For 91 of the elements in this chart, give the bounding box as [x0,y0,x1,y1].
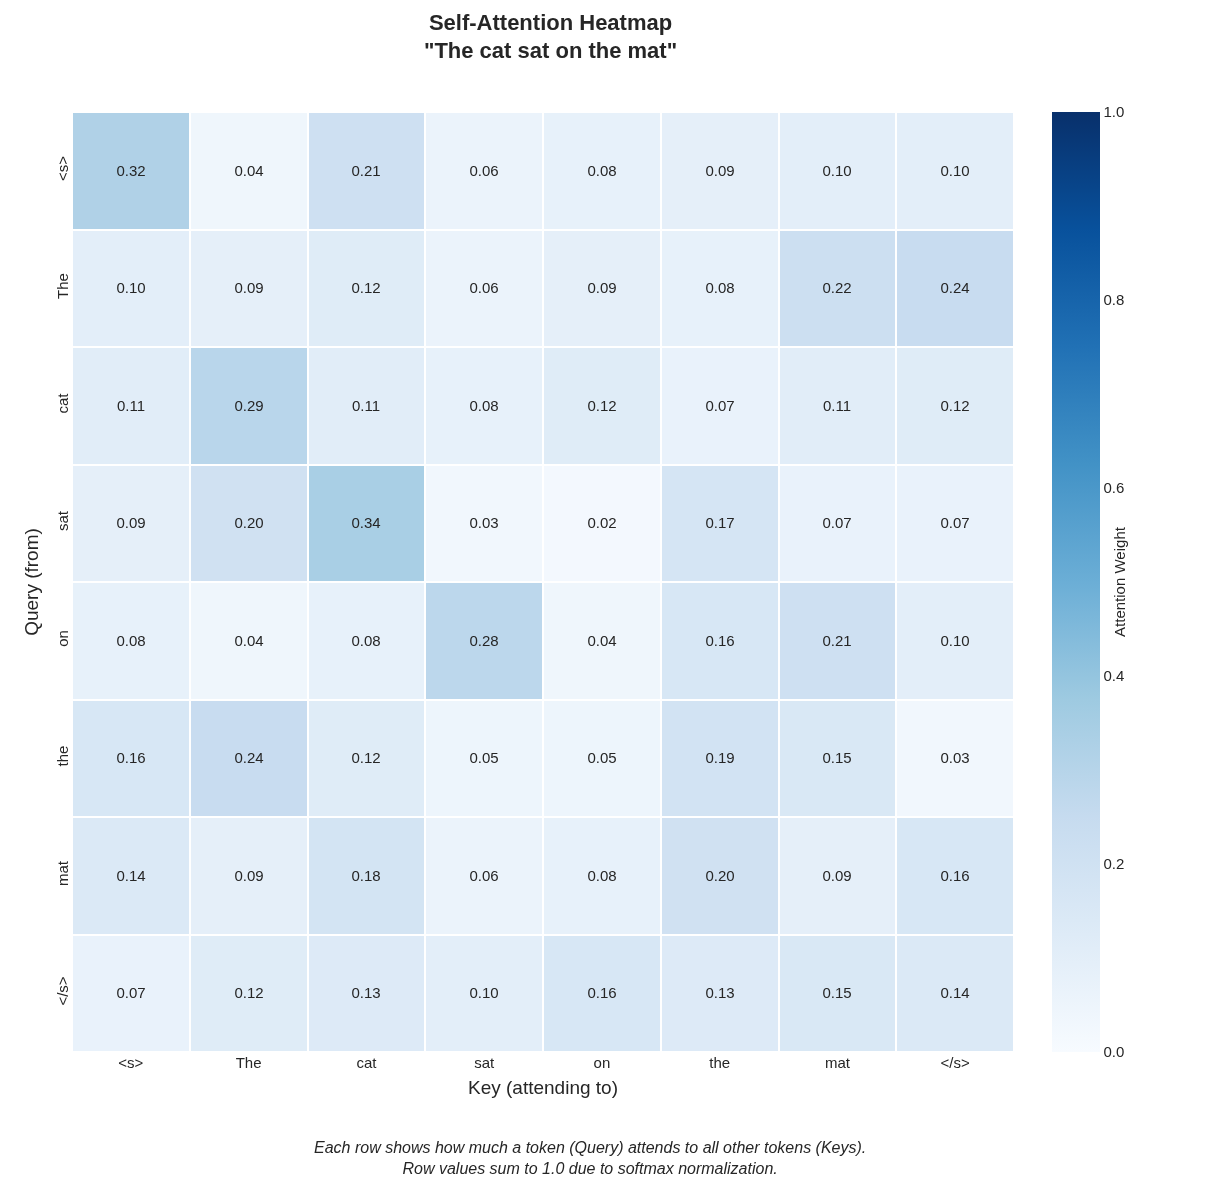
data-label: 0.12 [234,984,264,1002]
data-label: 0.10 [469,984,499,1002]
data-label: 0.11 [822,397,852,415]
x-tick-label: cat [356,1054,378,1071]
color-bar-label: 0.2 [1103,855,1125,873]
data-label: 0.07 [822,514,852,532]
data-label: 0.10 [940,162,970,180]
data-label: 0.14 [116,867,146,885]
data-label: 0.10 [940,632,970,650]
data-label: 0.16 [587,984,617,1002]
x-tick-label: the [709,1054,731,1071]
color-bar-label: 0.6 [1103,479,1125,497]
color-bar-label: 1.0 [1103,103,1125,121]
data-label: 0.06 [469,162,499,180]
y-tick-label: sat [54,510,71,532]
data-label: 0.15 [822,749,852,767]
data-label: 0.13 [705,984,735,1002]
data-label: 0.08 [705,279,735,297]
data-label: 0.05 [587,749,617,767]
color-bar-label: 0.0 [1103,1043,1125,1061]
data-label: 0.03 [940,749,970,767]
y-axis-title: Query (from) [20,528,42,636]
data-label: 0.08 [587,162,617,180]
data-label: 0.07 [116,984,146,1002]
y-tick-label: mat [54,860,71,887]
y-tick-label: cat [54,392,71,414]
data-label: 0.16 [116,749,146,767]
chart-title: Self-Attention Heatmap "The cat sat on the mat" [423,9,678,64]
text: Each row shows how much a token (Query) attends to all other tokens (Keys). Row values sum to 1.0 due to softmax normalization. [314,1139,867,1177]
data-label: 0.02 [587,514,617,532]
data-label: 0.06 [469,279,499,297]
data-label: 0.19 [705,749,735,767]
data-label: 0.10 [116,279,146,297]
data-label: 0.09 [234,279,264,297]
x-tick-label: <s> [118,1054,144,1071]
data-label: 0.12 [587,397,617,415]
data-label: 0.14 [940,984,970,1002]
y-tick-label: <s> [54,155,71,182]
color-bar-label: 0.4 [1103,667,1125,685]
data-label: 0.08 [587,867,617,885]
data-label: 0.06 [469,867,499,885]
data-label: 0.09 [822,867,852,885]
x-tick-label: mat [824,1054,851,1071]
x-tick-label: The [235,1054,262,1071]
data-label: 0.15 [822,984,852,1002]
y-tick-label: </s> [54,976,71,1006]
x-tick-label: on [593,1054,611,1071]
data-label: 0.09 [234,867,264,885]
data-label: 0.12 [351,279,381,297]
y-tick-label: the [54,745,71,767]
data-label: 0.04 [234,632,264,650]
data-label: 0.09 [705,162,735,180]
data-label: 0.07 [940,514,970,532]
data-label: 0.12 [940,397,970,415]
data-label: 0.34 [351,514,381,532]
x-tick-label: </s> [940,1054,970,1071]
color-bar-label: 0.8 [1103,291,1125,309]
data-label: 0.16 [705,632,735,650]
data-label: 0.21 [351,162,381,180]
data-label: 0.32 [116,162,146,180]
y-tick-label: The [54,273,71,299]
data-label: 0.03 [469,514,499,532]
data-label: 0.12 [351,749,381,767]
color-bar-title: Attention Weight [1111,526,1129,637]
data-label: 0.11 [351,397,381,415]
data-label: 0.07 [705,397,735,415]
data-label: 0.09 [587,279,617,297]
data-label: 0.17 [705,514,735,532]
data-label: 0.04 [587,632,617,650]
data-label: 0.09 [116,514,146,532]
data-label: 0.04 [234,162,264,180]
x-axis-title: Key (attending to) [468,1076,618,1098]
data-label: 0.20 [705,867,735,885]
data-label: 0.24 [940,279,970,297]
data-label: 0.28 [469,632,499,650]
data-label: 0.29 [234,397,264,415]
data-label: 0.24 [234,749,264,767]
data-label: 0.08 [116,632,146,650]
y-tick-label: on [54,630,71,647]
data-label: 0.08 [469,397,499,415]
x-tick-label: sat [474,1054,495,1071]
data-label: 0.13 [351,984,381,1002]
data-label: 0.20 [234,514,264,532]
data-label: 0.05 [469,749,499,767]
data-label: 0.08 [351,632,381,650]
data-label: 0.11 [116,397,146,415]
data-label: 0.22 [822,279,852,297]
data-label: 0.21 [822,632,852,650]
data-label: 0.10 [822,162,852,180]
data-label: 0.18 [351,867,381,885]
data-label: 0.16 [940,867,970,885]
